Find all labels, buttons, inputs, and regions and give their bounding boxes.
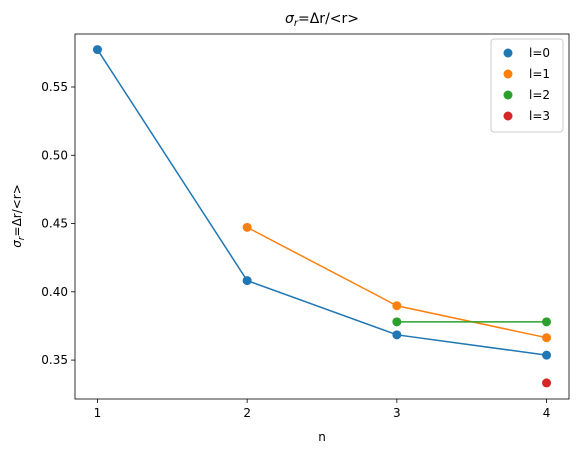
y-tick-label: 0.35 — [41, 353, 68, 367]
data-point — [242, 276, 252, 286]
series-line — [96, 49, 547, 356]
y-tick-label: 0.40 — [41, 285, 68, 299]
legend-marker — [503, 111, 513, 121]
legend-box — [490, 38, 564, 133]
series-layer — [92, 45, 552, 388]
legend-label: l=0 — [529, 46, 550, 60]
legend-marker — [503, 69, 513, 79]
x-axis-label: n — [318, 430, 326, 444]
x-tick-label: 3 — [393, 406, 401, 420]
plot-area — [75, 34, 569, 399]
x-tick-label: 4 — [543, 406, 551, 420]
x-tick-label: 1 — [94, 406, 102, 420]
y-tick-label: 0.45 — [41, 217, 68, 231]
data-point — [392, 317, 402, 327]
data-point — [242, 222, 252, 232]
y-axis-label: σr=Δr/<r> — [10, 184, 27, 248]
legend-marker — [503, 48, 513, 58]
data-point — [542, 350, 552, 360]
plot-frame — [74, 33, 570, 400]
chart-title: σr=Δr/<r> — [285, 11, 359, 29]
legend-label: l=3 — [529, 109, 550, 123]
legend-label: l=1 — [529, 67, 550, 81]
y-tick-label: 0.55 — [41, 80, 68, 94]
data-point — [542, 378, 552, 388]
data-point — [392, 301, 402, 311]
data-point — [92, 45, 102, 55]
data-point — [542, 333, 552, 343]
data-point — [542, 317, 552, 327]
axis-ticks: 1 2 3 4 0.35 0.40 0.45 0.50 0.55 — [41, 80, 550, 420]
legend-label: l=2 — [529, 88, 550, 102]
legend: l=0 l=1 l=2 l=3 — [490, 38, 564, 133]
y-tick-label: 0.50 — [41, 148, 68, 162]
legend-marker — [503, 90, 513, 100]
data-point — [392, 330, 402, 340]
x-tick-label: 2 — [243, 406, 251, 420]
